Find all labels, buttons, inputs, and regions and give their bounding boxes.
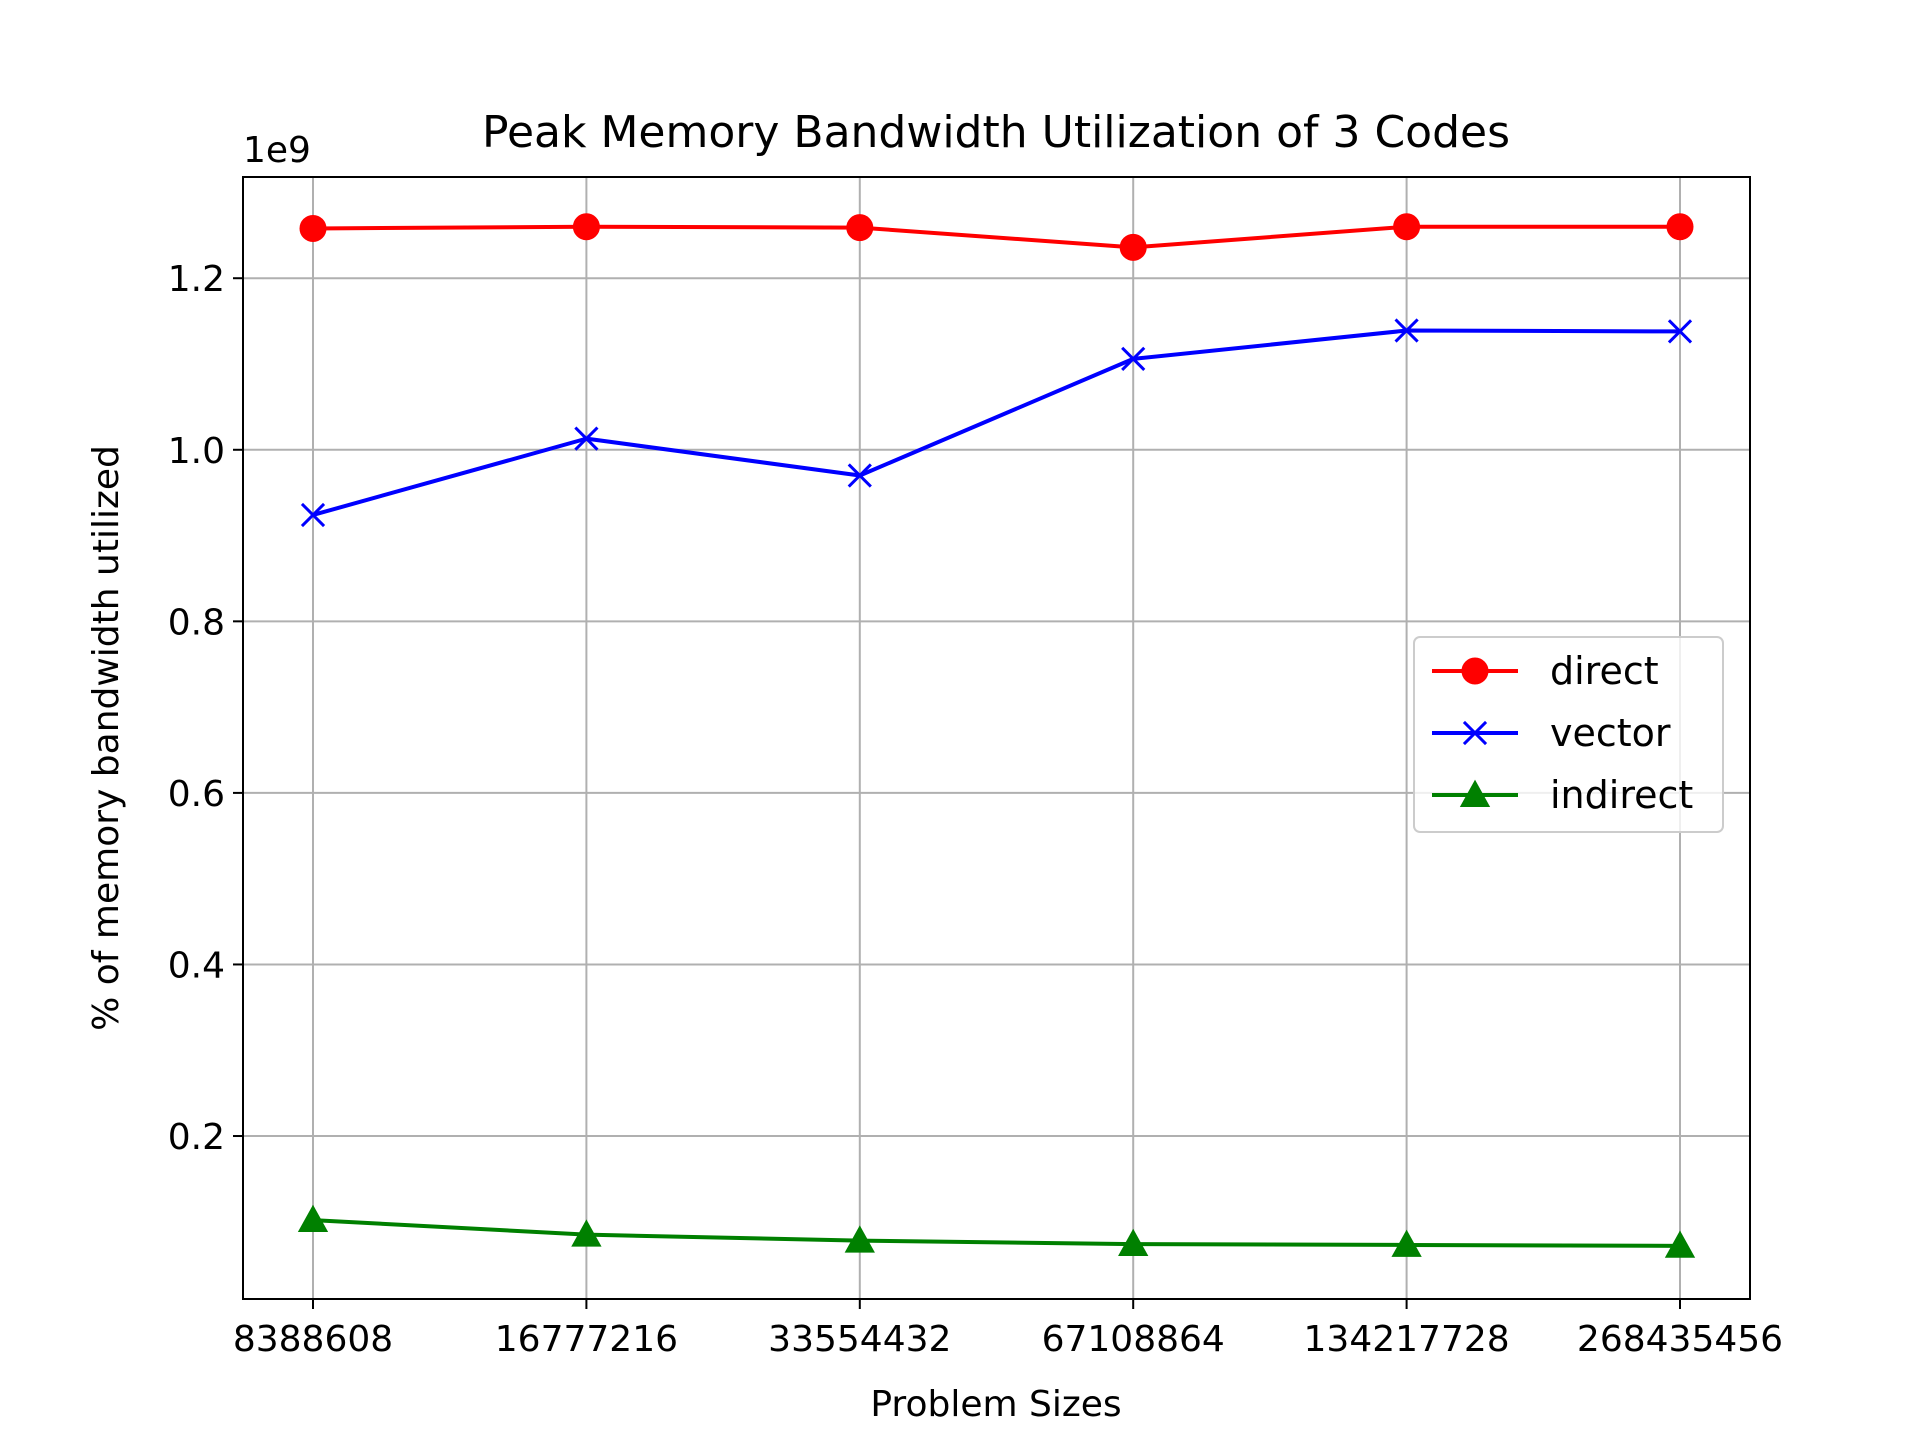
data-point-vector (1394, 318, 1419, 343)
data-point-direct (299, 214, 327, 242)
y-tick-label: 1.0 (168, 431, 225, 472)
chart-title: Peak Memory Bandwidth Utilization of 3 C… (482, 107, 1510, 158)
data-point-vector (1667, 319, 1693, 344)
legend-marker-indirect (1459, 779, 1491, 807)
x-tick-label: 16777216 (495, 1319, 678, 1360)
y-tick-label: 1.2 (168, 259, 225, 300)
x-tick-label: 8388608 (233, 1319, 393, 1360)
ticks: 8388608 16777216 33554432 67108864 134217728… (168, 259, 1783, 1360)
plot-frame (242, 176, 1751, 1300)
y-offset-label: 1e9 (243, 130, 311, 171)
series-line-indirect (312, 1218, 1681, 1248)
series-line-vector (312, 328, 1681, 517)
data-point-vector-stroke-b (1121, 346, 1146, 371)
data-point-vector-stroke-b (1394, 318, 1419, 343)
data-point-indirect (1118, 1228, 1149, 1257)
data-point-vector-stroke-b (574, 426, 599, 451)
legend-marker-vector-stroke-b (1462, 720, 1488, 746)
y-tick-label: 0.4 (168, 945, 225, 986)
x-tick-label: 33554432 (768, 1319, 951, 1360)
legend-marker-vector (1462, 720, 1488, 746)
y-tick-label: 0.2 (168, 1117, 225, 1158)
data-point-direct (572, 213, 600, 241)
data-point-direct (846, 214, 874, 242)
data-point-vector (1121, 346, 1146, 371)
y-axis-label: % of memory bandwidth utilized (86, 445, 127, 1031)
data-point-indirect (571, 1219, 602, 1247)
x-tick-label: 268435456 (1577, 1319, 1783, 1360)
data-point-vector-stroke-b (847, 463, 872, 488)
legend-entry-indirect: indirect (1432, 773, 1693, 817)
data-point-direct (1393, 213, 1421, 241)
series-vector (300, 318, 1693, 528)
data-point-indirect (1664, 1230, 1696, 1258)
data-point-vector (847, 463, 872, 488)
series-line-direct (312, 224, 1680, 250)
legend-box (1413, 636, 1724, 833)
y-tick-label: 0.6 (168, 774, 225, 815)
legend-label-direct: direct (1550, 649, 1659, 693)
data-point-direct (1119, 233, 1147, 261)
y-tick-label: 0.8 (168, 602, 225, 643)
legend-marker-direct (1461, 657, 1489, 685)
x-axis-label: Problem Sizes (870, 1384, 1121, 1425)
legend-label-vector: vector (1550, 711, 1671, 755)
x-tick-label: 67108864 (1042, 1319, 1225, 1360)
data-point-vector-stroke-b (1667, 319, 1693, 344)
x-tick-label: 134217728 (1304, 1319, 1510, 1360)
legend-entry-vector: vector (1432, 711, 1671, 755)
legend-entry-direct: direct (1432, 649, 1659, 693)
legend: direct vector indirect (1413, 636, 1724, 833)
data-point-vector (300, 502, 326, 528)
data-point-indirect (1391, 1229, 1422, 1257)
grid (243, 177, 1750, 1299)
series-indirect (297, 1204, 1696, 1258)
legend-label-indirect: indirect (1550, 773, 1693, 817)
series-direct (299, 213, 1694, 261)
data-point-vector-stroke-b (300, 502, 326, 528)
series-layer (297, 213, 1696, 1258)
data-point-direct (1666, 213, 1694, 241)
data-point-indirect (297, 1204, 329, 1233)
data-point-vector (574, 426, 599, 451)
data-point-indirect (844, 1225, 875, 1253)
